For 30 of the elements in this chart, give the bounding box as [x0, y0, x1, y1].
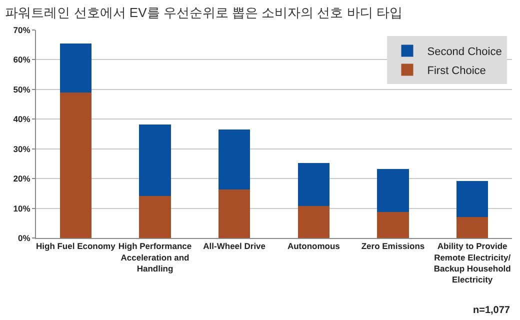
y-tick-label: 40%	[13, 114, 31, 124]
y-tick-label: 10%	[13, 203, 31, 214]
bar	[298, 162, 330, 206]
legend-label: Second Choice	[427, 46, 502, 58]
text: n=1,077	[473, 305, 510, 316]
bar	[377, 212, 409, 238]
x-tick-label: Autonomous	[287, 241, 340, 252]
y-tick-label: 60%	[13, 54, 31, 65]
y-tick-label: 20%	[13, 174, 31, 184]
bar	[456, 180, 488, 218]
y-tick-label: 30%	[13, 144, 31, 154]
bar	[139, 124, 171, 196]
bar	[60, 43, 92, 92]
bar	[218, 130, 250, 190]
x-tick-label: Zero Emissions	[361, 241, 425, 252]
y-tick-label: 70%	[13, 24, 31, 35]
bar	[218, 190, 250, 238]
legend-label: First Choice	[427, 65, 486, 78]
y-tick-label: 50%	[13, 84, 31, 94]
bar	[139, 196, 171, 238]
x-tick-label: All-Wheel Drive	[203, 241, 266, 252]
bar	[60, 92, 92, 238]
x-tick-label: Ability to Provide Remote Electricity/ Backup Household Electricity	[434, 241, 512, 284]
bar	[298, 206, 330, 238]
x-tick-label: High Fuel Economy	[36, 241, 116, 252]
bar	[377, 168, 409, 212]
y-tick-label: 0%	[18, 232, 31, 243]
bar	[456, 217, 488, 238]
x-tick-label: High Performance Acceleration and Handling	[118, 241, 192, 274]
chart-title: 파워트레인 선호에서 EV를 우선순위로 뽑은 소비자의 선호 바디 타입	[5, 5, 402, 20]
